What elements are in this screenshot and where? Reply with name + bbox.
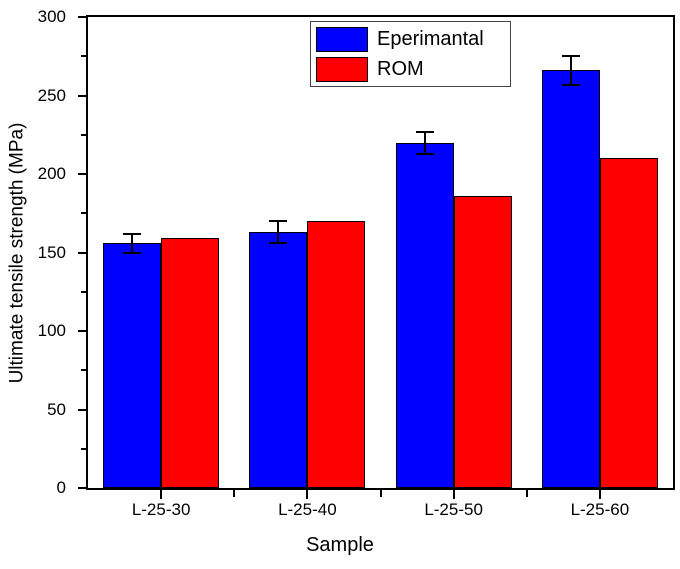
x-axis-boundary-tick: [525, 490, 528, 497]
bar-eperimantal-L-25-40: [249, 232, 308, 488]
error-bar-line: [277, 221, 280, 244]
bar-rom-L-25-30: [161, 238, 220, 488]
x-axis-major-tick: [160, 490, 163, 499]
bar-eperimantal-L-25-60: [541, 70, 600, 488]
bar-rom-L-25-60: [599, 158, 658, 488]
y-axis-major-tick: [78, 487, 86, 489]
legend: Eperimantal ROM: [310, 21, 511, 87]
plot-area: 0 50 100 150 200 250 300 L-25-30 L-25-40 L-25-50 L…: [38, 7, 675, 519]
y-axis-tick-label: 50: [47, 399, 66, 419]
x-axis-major-tick: [452, 490, 455, 499]
y-axis-major-tick: [78, 16, 86, 18]
x-axis-major-tick: [598, 490, 601, 499]
error-bar-cap-bottom: [269, 242, 288, 245]
x-axis-major-tick: [306, 490, 309, 499]
y-axis-minor-tick: [81, 369, 86, 372]
x-axis-tick-label: L-25-50: [424, 500, 483, 519]
y-axis-major-tick: [78, 94, 86, 97]
y-axis-tick-label: 150: [37, 242, 66, 262]
legend-label-rom: ROM: [377, 58, 424, 80]
y-axis-major-tick: [78, 251, 86, 254]
error-bar-line: [131, 233, 134, 253]
y-axis-tick-label: 250: [37, 85, 66, 105]
legend-label-experimental: Eperimantal: [377, 28, 484, 50]
y-axis-tick-label: 0: [56, 478, 66, 497]
bar-eperimantal-L-25-50: [395, 142, 454, 488]
error-bar-line: [423, 131, 426, 154]
legend-entry-rom: ROM: [311, 55, 510, 83]
y-axis-major-tick: [78, 408, 86, 411]
bar-rom-L-25-50: [453, 195, 512, 488]
y-axis-tick-label: 300: [37, 7, 66, 26]
y-axis-major-tick: [78, 173, 86, 175]
y-axis-minor-tick: [81, 447, 86, 450]
error-bar-cap-top: [415, 130, 434, 133]
error-bar-cap-bottom: [561, 83, 580, 86]
error-bar-cap-bottom: [415, 152, 434, 155]
y-axis-tick-label: 100: [37, 321, 66, 340]
bar-rom-L-25-40: [307, 221, 366, 488]
error-bar-cap-top: [269, 220, 288, 223]
x-axis-boundary-tick: [233, 490, 236, 497]
legend-swatch-rom-icon: [316, 56, 368, 82]
x-axis-tick-label: L-25-40: [278, 500, 337, 519]
y-axis-minor-tick: [81, 290, 86, 293]
error-bar-cap-bottom: [123, 251, 142, 254]
bar-eperimantal-L-25-30: [103, 243, 162, 488]
error-bar-line: [569, 56, 572, 85]
y-axis-tick-label: 200: [37, 164, 66, 183]
x-axis-tick-label: L-25-30: [131, 500, 191, 519]
x-axis-title: Sample: [306, 534, 374, 556]
error-bar-cap-top: [123, 232, 142, 235]
legend-entry-experimental: Eperimantal: [311, 25, 510, 53]
y-axis-minor-tick: [81, 212, 86, 215]
x-axis-tick-label: L-25-60: [570, 500, 630, 519]
y-axis-minor-tick: [81, 55, 86, 58]
y-axis-major-tick: [78, 330, 86, 332]
legend-swatch-experimental-icon: [316, 26, 368, 52]
y-axis-minor-tick: [81, 133, 86, 136]
error-bar-cap-top: [561, 55, 580, 58]
x-axis-boundary-tick: [379, 490, 382, 497]
